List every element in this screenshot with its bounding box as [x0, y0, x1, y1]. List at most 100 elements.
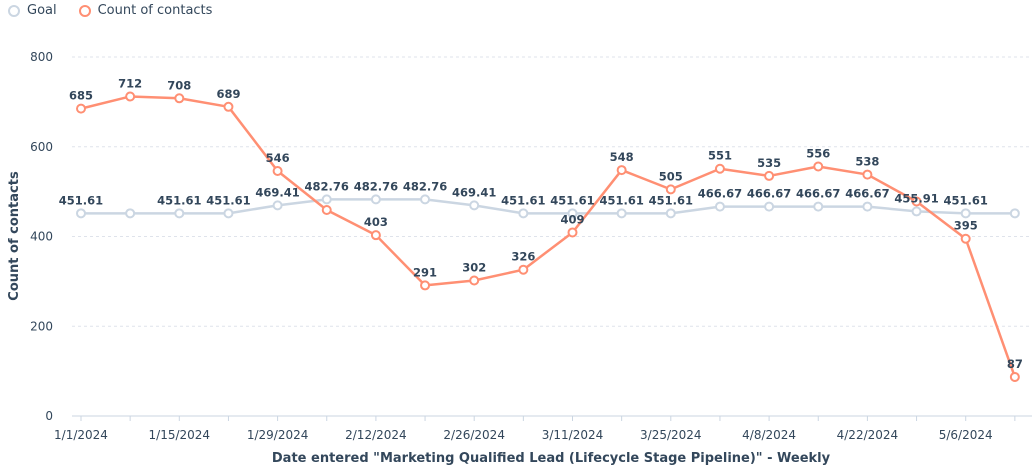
point-1-15: [813, 161, 824, 172]
point-1-4: [272, 165, 283, 176]
point-1-12: [665, 184, 676, 195]
x-axis-title: Date entered "Marketing Qualified Lead (…: [272, 451, 831, 466]
data-label-0-10: 451.61: [550, 193, 594, 207]
x-tick-label-9: 5/6/2024: [939, 428, 993, 442]
point-1-5: [321, 205, 332, 216]
point-1-7: [420, 280, 431, 291]
data-label-0-13: 466.67: [698, 187, 742, 201]
y-tick-label-200: 200: [30, 319, 53, 333]
point-0-15: [813, 201, 824, 212]
data-label-1-8: 302: [462, 260, 486, 274]
data-label-0-0: 451.61: [59, 193, 103, 207]
point-0-2: [174, 208, 185, 219]
data-label-0-14: 466.67: [747, 187, 791, 201]
data-label-1-13: 551: [708, 149, 732, 163]
data-label-1-0: 685: [69, 89, 93, 103]
legend-label-goal: Goal: [27, 3, 57, 18]
x-tick-label-7: 4/8/2024: [742, 428, 796, 442]
point-0-5: [321, 194, 332, 205]
point-1-9: [518, 264, 529, 275]
point-0-6: [370, 194, 381, 205]
goal-marker-icon: [8, 4, 20, 17]
point-1-19: [1009, 371, 1020, 382]
data-label-0-9: 451.61: [501, 193, 545, 207]
point-0-1: [125, 208, 136, 219]
data-label-1-12: 505: [659, 169, 683, 183]
legend-item-count-of-contacts[interactable]: Count of contacts: [78, 3, 213, 18]
chart-legend: Goal Count of contacts: [8, 3, 234, 18]
point-1-8: [469, 275, 480, 286]
count-marker-icon: [78, 4, 91, 17]
data-label-1-3: 689: [216, 87, 240, 101]
grid-lines: [72, 56, 1032, 327]
x-tick-label-2: 1/29/2024: [247, 428, 309, 442]
data-label-1-15: 556: [806, 146, 830, 160]
point-0-13: [714, 201, 725, 212]
point-0-10: [567, 208, 578, 219]
data-label-1-14: 535: [757, 156, 781, 170]
point-0-8: [469, 200, 480, 211]
point-0-3: [223, 208, 234, 219]
legend-label-count-of-contacts: Count of contacts: [97, 3, 213, 18]
legend-item-goal[interactable]: Goal: [8, 3, 57, 18]
data-label-0-15: 466.67: [796, 187, 840, 201]
x-tick-label-5: 3/11/2024: [542, 428, 604, 442]
data-label-0-2: 451.61: [157, 193, 201, 207]
data-label-0-5: 482.76: [305, 179, 349, 193]
data-label-1-1: 712: [118, 76, 142, 90]
point-0-12: [665, 208, 676, 219]
point-1-1: [125, 91, 136, 102]
series-line-0: [81, 198, 1015, 215]
x-tick-label-4: 2/26/2024: [443, 428, 505, 442]
data-label-0-16: 466.67: [845, 187, 889, 201]
point-1-11: [616, 165, 627, 176]
point-0-16: [862, 201, 873, 212]
point-0-17: [911, 206, 922, 217]
y-tick-label-600: 600: [30, 140, 53, 154]
y-tick-label-0: 0: [45, 409, 53, 423]
point-0-19: [1009, 208, 1020, 219]
series-lines: [80, 95, 1017, 378]
point-0-14: [764, 201, 775, 212]
data-label-1-19: 87: [1007, 357, 1023, 371]
point-0-18: [960, 208, 971, 219]
data-label-0-3: 451.61: [206, 193, 250, 207]
x-tick-label-8: 4/22/2024: [837, 428, 899, 442]
data-label-0-7: 482.76: [403, 179, 447, 193]
point-1-0: [76, 103, 86, 114]
data-label-0-8: 469.41: [452, 185, 496, 199]
data-label-1-4: 546: [266, 151, 290, 165]
data-label-1-18: 395: [954, 219, 978, 233]
y-tick-label-800: 800: [30, 50, 53, 64]
point-1-16: [862, 169, 873, 180]
x-tick-label-3: 2/12/2024: [345, 428, 407, 442]
x-tick-label-6: 3/25/2024: [640, 428, 702, 442]
series-line-1: [80, 95, 1017, 378]
x-tick-label-1: 1/15/2024: [149, 428, 211, 442]
point-1-10: [567, 227, 578, 238]
data-label-1-16: 538: [855, 155, 879, 169]
point-0-9: [518, 208, 529, 219]
data-label-1-7: 291: [413, 265, 437, 279]
point-1-17: [911, 196, 922, 207]
point-0-7: [420, 194, 431, 205]
data-label-0-18: 451.61: [944, 193, 988, 207]
x-tick-label-0: 1/1/2024: [54, 428, 108, 442]
data-labels: 451.61 451.61 451.61 469.41 482.76 482.76 482.…: [59, 76, 1023, 370]
point-1-3: [223, 101, 234, 112]
point-1-13: [714, 163, 725, 174]
point-1-6: [370, 230, 381, 241]
data-label-1-2: 708: [167, 78, 191, 92]
data-label-0-17: 455.91: [894, 191, 938, 205]
data-label-0-6: 482.76: [354, 179, 398, 193]
point-0-0: [76, 208, 86, 219]
data-label-1-11: 548: [610, 150, 634, 164]
point-0-11: [616, 208, 627, 219]
point-1-2: [174, 93, 185, 104]
data-label-1-10: 409: [560, 212, 584, 226]
point-1-18: [960, 233, 971, 244]
data-label-1-6: 403: [364, 215, 388, 229]
y-tick-label-400: 400: [30, 230, 53, 244]
point-1-14: [764, 170, 775, 181]
